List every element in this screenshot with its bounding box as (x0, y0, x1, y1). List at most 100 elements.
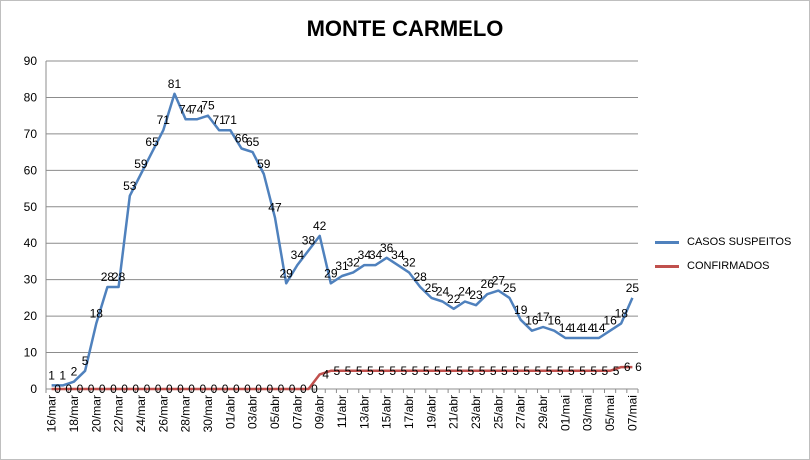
data-label-confirmados: 5 (412, 364, 419, 378)
data-label-suspeitos: 31 (335, 259, 349, 273)
data-label-confirmados: 0 (199, 382, 206, 396)
data-label-suspeitos: 38 (302, 234, 316, 248)
data-label-confirmados: 0 (233, 382, 240, 396)
data-label-confirmados: 0 (211, 382, 218, 396)
data-label-confirmados: 5 (434, 364, 441, 378)
data-label-suspeitos: 36 (380, 241, 394, 255)
data-label-confirmados: 5 (490, 364, 497, 378)
data-label-suspeitos: 24 (436, 285, 450, 299)
series-line-confirmados (51, 365, 633, 391)
x-tick-label: 20/mar (89, 395, 103, 432)
data-label-suspeitos: 59 (257, 157, 271, 171)
data-label-suspeitos: 16 (548, 314, 562, 328)
data-label-confirmados: 0 (121, 382, 128, 396)
data-label-suspeitos: 71 (157, 113, 171, 127)
data-label-suspeitos: 29 (324, 266, 338, 280)
x-tick-label: 19/abr (424, 395, 438, 429)
x-tick-label: 29/abr (536, 395, 550, 429)
data-label-confirmados: 0 (255, 382, 262, 396)
data-label-confirmados: 0 (278, 382, 285, 396)
data-label-confirmados: 5 (356, 364, 363, 378)
data-label-suspeitos: 14 (559, 321, 573, 335)
data-label-confirmados: 5 (389, 364, 396, 378)
x-tick-label: 05/mai (603, 395, 617, 431)
data-label-suspeitos: 23 (469, 288, 483, 302)
data-label-suspeitos: 81 (168, 77, 182, 91)
data-label-suspeitos: 22 (447, 292, 461, 306)
data-label-confirmados: 5 (535, 364, 542, 378)
data-label-confirmados: 0 (132, 382, 139, 396)
data-label-confirmados: 0 (311, 382, 318, 396)
data-label-suspeitos: 14 (581, 321, 595, 335)
data-label-confirmados: 0 (99, 382, 106, 396)
data-label-suspeitos: 32 (346, 255, 360, 269)
data-label-confirmados: 5 (456, 364, 463, 378)
series-lines (51, 92, 634, 391)
data-label-confirmados: 0 (110, 382, 117, 396)
legend-item-confirmados: CONFIRMADOS (655, 254, 791, 278)
data-label-confirmados: 0 (222, 382, 229, 396)
series-line-suspeitos (51, 92, 634, 387)
x-tick-label: 13/abr (357, 395, 371, 429)
data-label-confirmados: 5 (479, 364, 486, 378)
data-label-suspeitos: 32 (402, 255, 416, 269)
legend: CASOS SUSPEITOS CONFIRMADOS (655, 230, 791, 278)
data-label-suspeitos: 25 (425, 281, 439, 295)
data-label-suspeitos: 66 (235, 131, 249, 145)
y-tick-label: 90 (24, 54, 38, 68)
data-label-suspeitos: 42 (313, 219, 327, 233)
y-tick-label: 0 (30, 382, 37, 396)
data-label-confirmados: 5 (512, 364, 519, 378)
legend-swatch-confirmados (655, 264, 679, 268)
data-label-suspeitos: 14 (592, 321, 606, 335)
data-label-confirmados: 5 (590, 364, 597, 378)
legend-label-suspeitos: CASOS SUSPEITOS (687, 236, 792, 248)
y-tick-label: 10 (24, 346, 38, 360)
data-label-confirmados: 5 (367, 364, 374, 378)
data-label-confirmados: 5 (345, 364, 352, 378)
data-label-confirmados: 0 (65, 382, 72, 396)
data-label-confirmados: 5 (445, 364, 452, 378)
data-label-confirmados: 5 (523, 364, 530, 378)
data-label-confirmados: 0 (155, 382, 162, 396)
data-label-suspeitos: 26 (481, 277, 495, 291)
data-label-suspeitos: 16 (603, 314, 617, 328)
chart-title: MONTE CARMELO (306, 16, 504, 41)
y-tick-label: 60 (24, 163, 38, 177)
data-label-suspeitos: 71 (224, 113, 238, 127)
data-label-confirmados: 0 (144, 382, 151, 396)
data-label-confirmados: 0 (177, 382, 184, 396)
legend-swatch-suspeitos (655, 240, 679, 244)
x-tick-label: 11/abr (335, 395, 349, 428)
data-label-suspeitos: 75 (201, 99, 215, 113)
data-label-confirmados: 5 (501, 364, 508, 378)
data-label-suspeitos: 28 (414, 270, 428, 284)
x-tick-label: 25/abr (491, 395, 505, 429)
legend-label-confirmados: CONFIRMADOS (687, 260, 770, 272)
data-label-suspeitos: 27 (492, 274, 506, 288)
data-label-suspeitos: 65 (145, 135, 159, 149)
x-tick-label: 03/abr (246, 395, 260, 429)
data-label-confirmados: 0 (88, 382, 95, 396)
data-label-suspeitos: 28 (101, 270, 115, 284)
data-label-suspeitos: 29 (279, 266, 293, 280)
y-tick-label: 70 (24, 127, 38, 141)
data-label-confirmados: 0 (77, 382, 84, 396)
data-label-confirmados: 5 (468, 364, 475, 378)
x-tick-label: 22/mar (112, 395, 126, 432)
data-label-confirmados: 0 (166, 382, 173, 396)
data-label-confirmados: 0 (289, 382, 296, 396)
data-label-suspeitos: 65 (246, 135, 260, 149)
data-labels: 1 1 25182828535965718174747571716665594729… (48, 77, 642, 396)
data-label-confirmados: 0 (300, 382, 307, 396)
data-label-suspeitos: 1 (48, 368, 55, 382)
y-tick-label: 30 (24, 273, 38, 287)
data-label-suspeitos: 5 (82, 354, 89, 368)
y-tick-label: 50 (24, 200, 38, 214)
x-tick-label: 07/mai (625, 395, 639, 431)
data-label-suspeitos: 53 (123, 179, 137, 193)
data-label-confirmados: 4 (322, 367, 329, 381)
data-label-suspeitos: 25 (503, 281, 517, 295)
